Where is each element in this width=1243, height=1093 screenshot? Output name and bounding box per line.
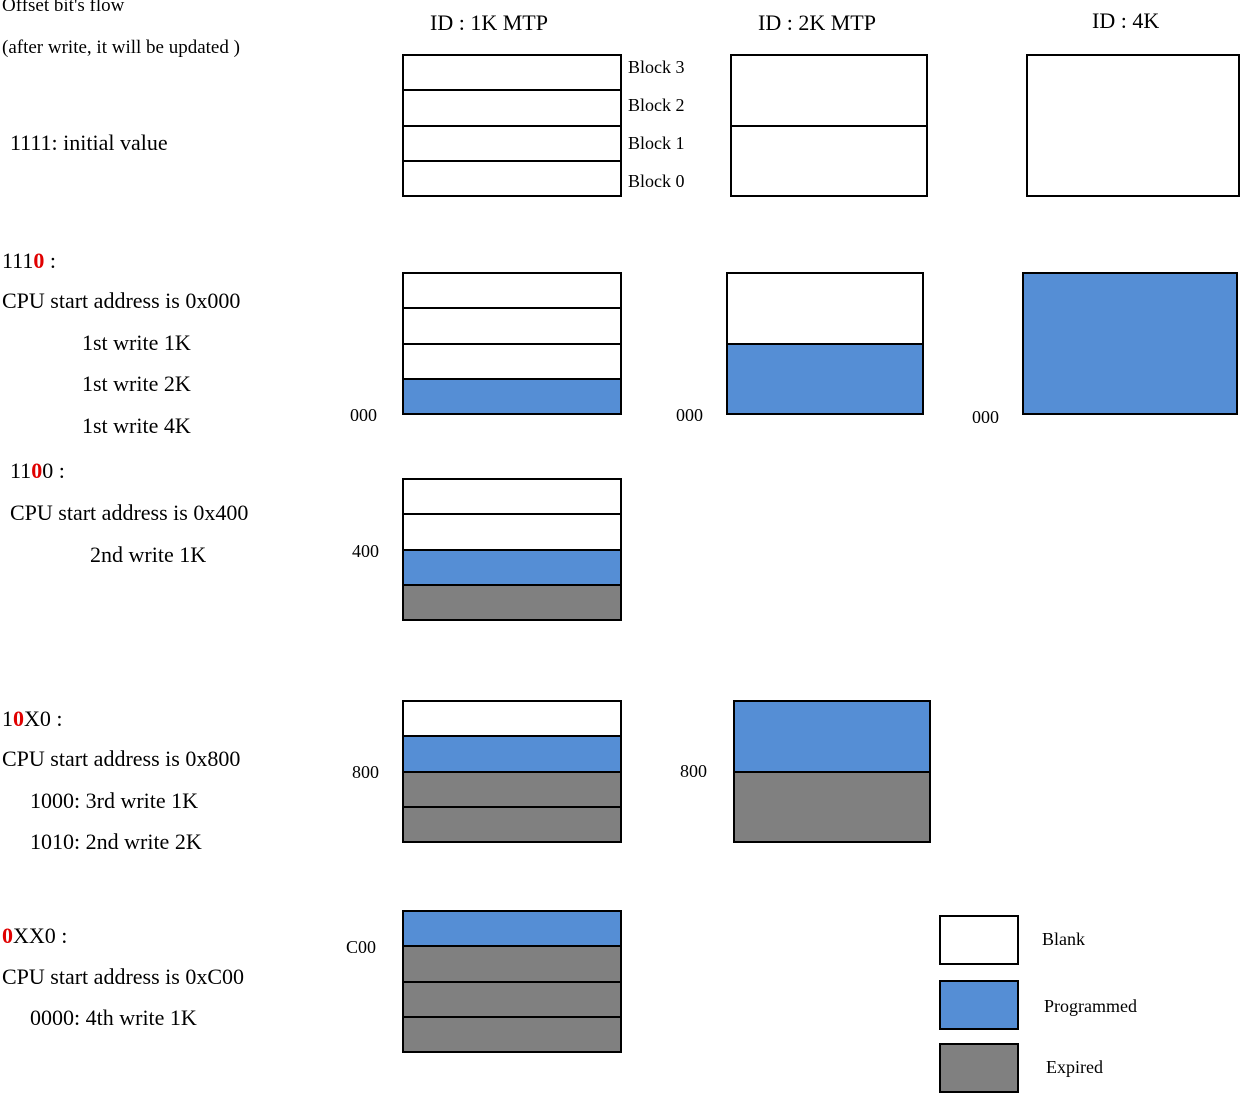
row1-2k-lower-programmed: [728, 342, 922, 413]
row2-1k-block0-expired: [404, 583, 620, 619]
row0-description: 1111: initial value: [10, 130, 168, 155]
row0-1k-mtp-blocks: [402, 54, 622, 197]
row1-1k-block3: [404, 274, 620, 308]
row2-start-address: CPU start address is 0x400: [10, 500, 249, 525]
block-1-blank: [404, 124, 620, 160]
row2-1k-address: 400: [352, 541, 379, 561]
legend-programmed-label: Programmed: [1044, 996, 1137, 1016]
row3-start-address: CPU start address is 0x800: [2, 746, 241, 771]
row1-write-2k: 1st write 2K: [82, 371, 191, 396]
row1-write-1k: 1st write 1K: [82, 330, 191, 355]
row3-1k-mtp-blocks: [402, 700, 622, 843]
row1-1k-block1: [404, 342, 620, 378]
row1-1k-mtp-blocks: [402, 272, 622, 415]
row1-write-4k: 1st write 4K: [82, 413, 191, 438]
row3-write-3rd-1k: 1000: 3rd write 1K: [30, 788, 199, 813]
row1-start-address: CPU start address is 0x000: [2, 288, 241, 313]
block-3-blank: [404, 56, 620, 90]
legend-blank-swatch: [939, 915, 1019, 965]
row4-1k-block2-expired: [404, 945, 620, 981]
row1-1k-address: 000: [350, 405, 377, 425]
block-1-label: Block 1: [628, 133, 685, 153]
block-2-blank: [404, 89, 620, 125]
row3-2k-address: 800: [680, 761, 707, 781]
row0-4k-block: [1026, 54, 1240, 197]
row3-1k-block0-expired: [404, 805, 620, 841]
block-0-blank: [404, 159, 620, 195]
legend-programmed-swatch: [939, 980, 1019, 1030]
row4-1k-address: C00: [346, 937, 377, 957]
row3-1k-block2-programmed: [404, 735, 620, 771]
row3-2k-mtp-blocks: [733, 700, 931, 843]
row2-1k-mtp-blocks: [402, 478, 622, 621]
row0-2k-mtp-blocks: [730, 54, 928, 197]
row1-4k-address: 000: [972, 407, 999, 427]
legend-expired-label: Expired: [1046, 1057, 1103, 1077]
row0-2k-upper-blank: [732, 56, 926, 125]
column-header-2k: ID : 2K MTP: [758, 10, 876, 35]
row2-code: 1100 :: [10, 458, 65, 483]
row2-1k-block2: [404, 513, 620, 549]
row4-1k-block0-expired: [404, 1015, 620, 1051]
row4-1k-mtp-blocks: [402, 910, 622, 1053]
row1-2k-mtp-blocks: [726, 272, 924, 415]
row4-start-address: CPU start address is 0xC00: [2, 964, 244, 989]
row3-write-2nd-2k: 1010: 2nd write 2K: [30, 829, 202, 854]
row4-1k-block3-programmed: [404, 912, 620, 946]
row3-2k-lower-expired: [735, 770, 929, 841]
row1-1k-block0-programmed: [404, 377, 620, 413]
block-3-label: Block 3: [628, 57, 685, 77]
row3-2k-upper-programmed: [735, 702, 929, 771]
row3-code: 10X0 :: [2, 706, 63, 731]
row1-2k-address: 000: [676, 405, 703, 425]
row1-4k-block-programmed: [1022, 272, 1238, 415]
row4-write-4th-1k: 0000: 4th write 1K: [30, 1005, 197, 1030]
column-header-4k: ID : 4K: [1092, 8, 1160, 33]
row2-write-1k: 2nd write 1K: [90, 542, 207, 567]
row2-1k-block1-programmed: [404, 548, 620, 584]
row4-code: 0XX0 :: [2, 923, 68, 948]
row0-2k-lower-blank: [732, 124, 926, 195]
legend-expired-swatch: [939, 1043, 1019, 1093]
row2-1k-block3: [404, 480, 620, 514]
row4-1k-block1-expired: [404, 980, 620, 1016]
row1-1k-block2: [404, 307, 620, 343]
row3-1k-block3: [404, 702, 620, 736]
diagram-title: Offset bit's flow: [2, 0, 125, 16]
row1-code: 1110 :: [2, 248, 56, 273]
column-header-1k: ID : 1K MTP: [430, 10, 548, 35]
block-0-label: Block 0: [628, 171, 685, 191]
legend-blank-label: Blank: [1042, 929, 1085, 949]
row1-2k-upper-blank: [728, 274, 922, 343]
row3-1k-address: 800: [352, 762, 379, 782]
diagram-subtitle: (after write, it will be updated ): [2, 37, 240, 58]
row3-1k-block1-expired: [404, 770, 620, 806]
block-2-label: Block 2: [628, 95, 685, 115]
